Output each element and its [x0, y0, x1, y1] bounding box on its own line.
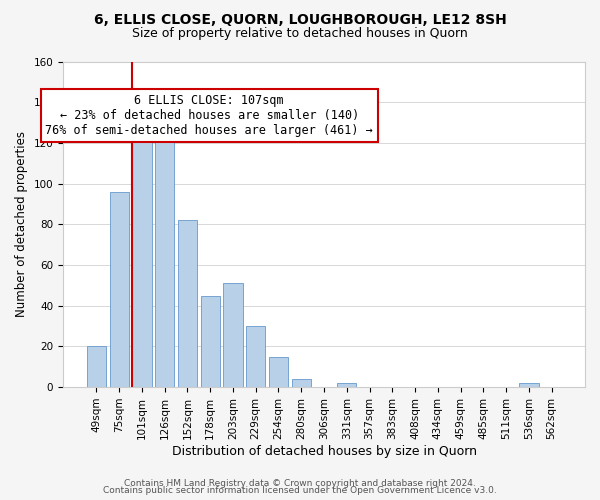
- Bar: [200, 296, 220, 387]
- Bar: [519, 383, 539, 387]
- Text: Contains HM Land Registry data © Crown copyright and database right 2024.: Contains HM Land Registry data © Crown c…: [124, 478, 476, 488]
- Y-axis label: Number of detached properties: Number of detached properties: [15, 132, 28, 318]
- Bar: [292, 379, 311, 387]
- Bar: [87, 346, 106, 387]
- Bar: [132, 114, 152, 387]
- Bar: [155, 122, 175, 387]
- Text: Contains public sector information licensed under the Open Government Licence v3: Contains public sector information licen…: [103, 486, 497, 495]
- Bar: [178, 220, 197, 387]
- Bar: [269, 356, 288, 387]
- Text: 6 ELLIS CLOSE: 107sqm
← 23% of detached houses are smaller (140)
76% of semi-det: 6 ELLIS CLOSE: 107sqm ← 23% of detached …: [46, 94, 373, 137]
- Bar: [110, 192, 129, 387]
- Bar: [246, 326, 265, 387]
- Text: Size of property relative to detached houses in Quorn: Size of property relative to detached ho…: [132, 28, 468, 40]
- Bar: [337, 383, 356, 387]
- Bar: [223, 284, 242, 387]
- X-axis label: Distribution of detached houses by size in Quorn: Distribution of detached houses by size …: [172, 444, 476, 458]
- Text: 6, ELLIS CLOSE, QUORN, LOUGHBOROUGH, LE12 8SH: 6, ELLIS CLOSE, QUORN, LOUGHBOROUGH, LE1…: [94, 12, 506, 26]
